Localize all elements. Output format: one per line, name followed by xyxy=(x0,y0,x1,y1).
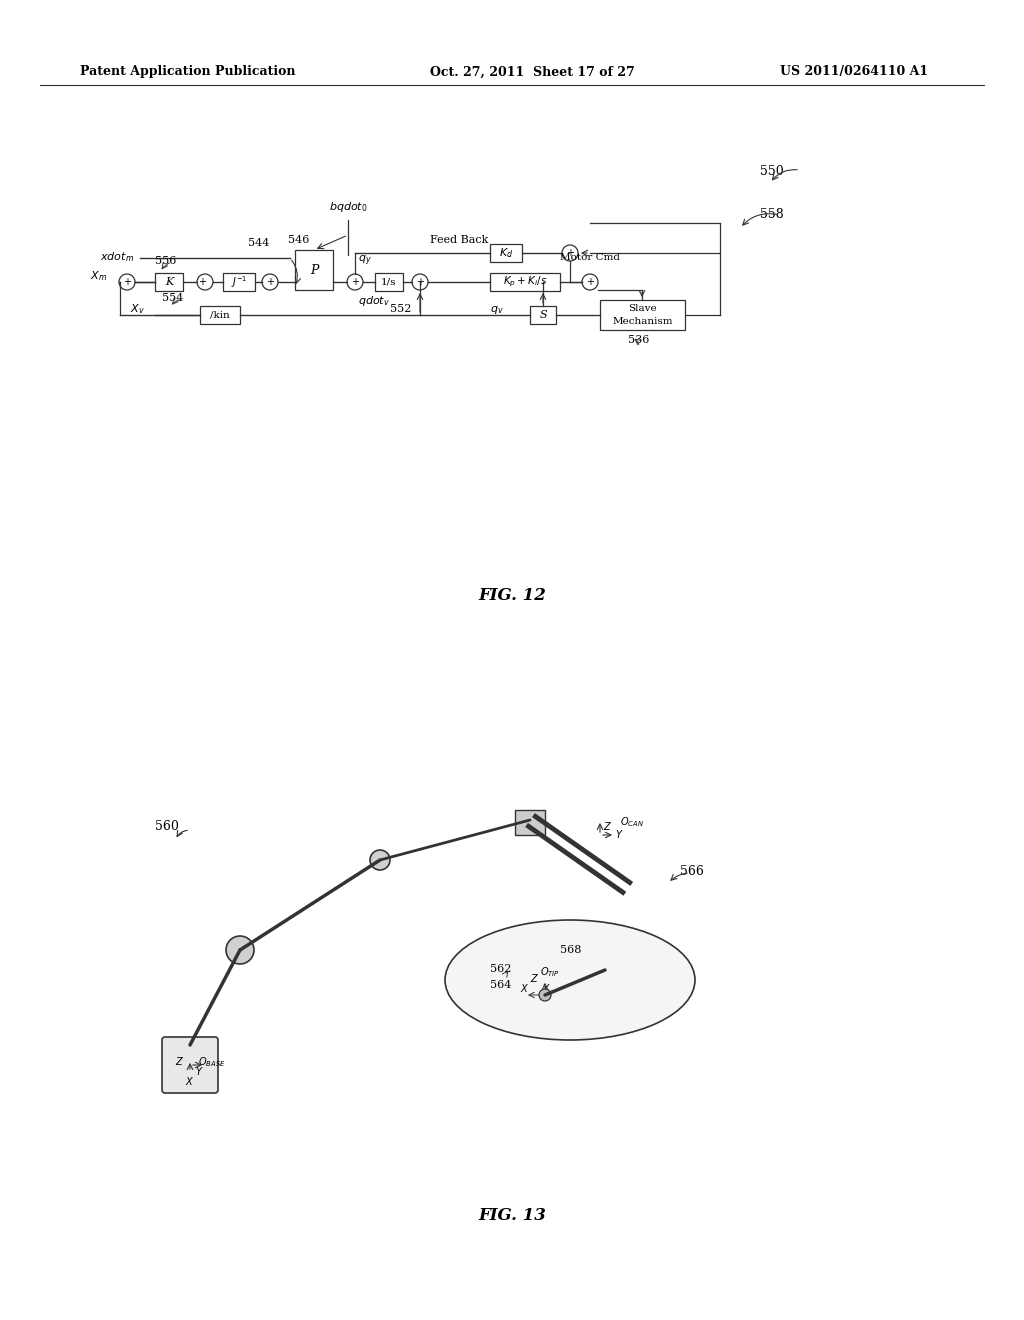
Text: K: K xyxy=(165,277,173,286)
Text: Feed Back: Feed Back xyxy=(430,235,488,246)
Text: P: P xyxy=(310,264,318,276)
Text: +: + xyxy=(351,277,359,286)
Text: $X$: $X$ xyxy=(185,1074,195,1086)
Text: 556: 556 xyxy=(155,256,176,267)
Text: Patent Application Publication: Patent Application Publication xyxy=(80,66,296,78)
Text: 558: 558 xyxy=(760,209,783,220)
Text: $bqdot_0$: $bqdot_0$ xyxy=(329,201,368,214)
Text: $X_m$: $X_m$ xyxy=(90,269,108,282)
Text: $J^{-1}$: $J^{-1}$ xyxy=(230,275,247,290)
Text: +: + xyxy=(416,277,424,286)
Text: $q_y$: $q_y$ xyxy=(358,253,372,268)
Text: $Z$: $Z$ xyxy=(603,820,612,832)
Text: 568: 568 xyxy=(560,945,582,954)
Text: $xdot_m$: $xdot_m$ xyxy=(100,249,134,264)
Text: 566: 566 xyxy=(680,865,703,878)
Text: 554: 554 xyxy=(162,293,183,304)
Text: +: + xyxy=(123,277,131,286)
Text: 564: 564 xyxy=(490,979,511,990)
Text: 562: 562 xyxy=(490,964,511,974)
Ellipse shape xyxy=(445,920,695,1040)
Circle shape xyxy=(539,989,551,1001)
Text: $qdot_v$: $qdot_v$ xyxy=(358,294,390,308)
FancyBboxPatch shape xyxy=(490,273,560,290)
Text: 546: 546 xyxy=(288,235,309,246)
Text: US 2011/0264110 A1: US 2011/0264110 A1 xyxy=(780,66,928,78)
Text: S: S xyxy=(540,310,547,319)
Text: 544: 544 xyxy=(248,238,269,248)
Circle shape xyxy=(370,850,390,870)
Text: FIG. 12: FIG. 12 xyxy=(478,587,546,605)
Text: 560: 560 xyxy=(155,820,179,833)
Text: $K_p + K_i/s$: $K_p + K_i/s$ xyxy=(503,275,547,289)
Text: $q_v$: $q_v$ xyxy=(490,304,504,315)
FancyBboxPatch shape xyxy=(375,273,403,290)
Text: 552: 552 xyxy=(390,304,412,314)
Text: Slave
Mechanism: Slave Mechanism xyxy=(612,304,673,326)
FancyBboxPatch shape xyxy=(530,306,556,323)
Text: +: + xyxy=(198,277,206,286)
Text: Motor Cmd: Motor Cmd xyxy=(560,253,620,261)
FancyBboxPatch shape xyxy=(200,306,240,323)
Text: +: + xyxy=(586,277,594,286)
Text: FIG. 13: FIG. 13 xyxy=(478,1206,546,1224)
Text: 1/s: 1/s xyxy=(381,277,396,286)
Text: 550: 550 xyxy=(760,165,783,178)
FancyBboxPatch shape xyxy=(515,810,545,836)
Text: $Z$: $Z$ xyxy=(175,1055,184,1067)
Text: $Y$: $Y$ xyxy=(542,982,551,994)
Text: +: + xyxy=(266,277,274,286)
FancyBboxPatch shape xyxy=(162,1038,218,1093)
FancyBboxPatch shape xyxy=(223,273,255,290)
FancyBboxPatch shape xyxy=(155,273,183,290)
Circle shape xyxy=(226,936,254,964)
FancyBboxPatch shape xyxy=(295,249,333,290)
Text: /kin: /kin xyxy=(210,310,229,319)
Text: $X$: $X$ xyxy=(520,982,529,994)
Text: $Y$: $Y$ xyxy=(615,828,624,840)
Text: $Z$: $Z$ xyxy=(530,972,539,983)
Text: $K_d$: $K_d$ xyxy=(499,246,513,260)
FancyBboxPatch shape xyxy=(600,300,685,330)
Text: 536: 536 xyxy=(628,335,649,345)
Text: $Y$: $Y$ xyxy=(195,1065,204,1077)
Text: $O_{TIP}$: $O_{TIP}$ xyxy=(540,965,560,979)
Text: $O_{BASE}$: $O_{BASE}$ xyxy=(198,1055,225,1069)
FancyBboxPatch shape xyxy=(490,244,522,261)
Text: $O_{CAN}$: $O_{CAN}$ xyxy=(620,814,644,829)
Text: Oct. 27, 2011  Sheet 17 of 27: Oct. 27, 2011 Sheet 17 of 27 xyxy=(430,66,635,78)
Text: +: + xyxy=(566,248,574,257)
Text: $X_v$: $X_v$ xyxy=(130,302,144,315)
